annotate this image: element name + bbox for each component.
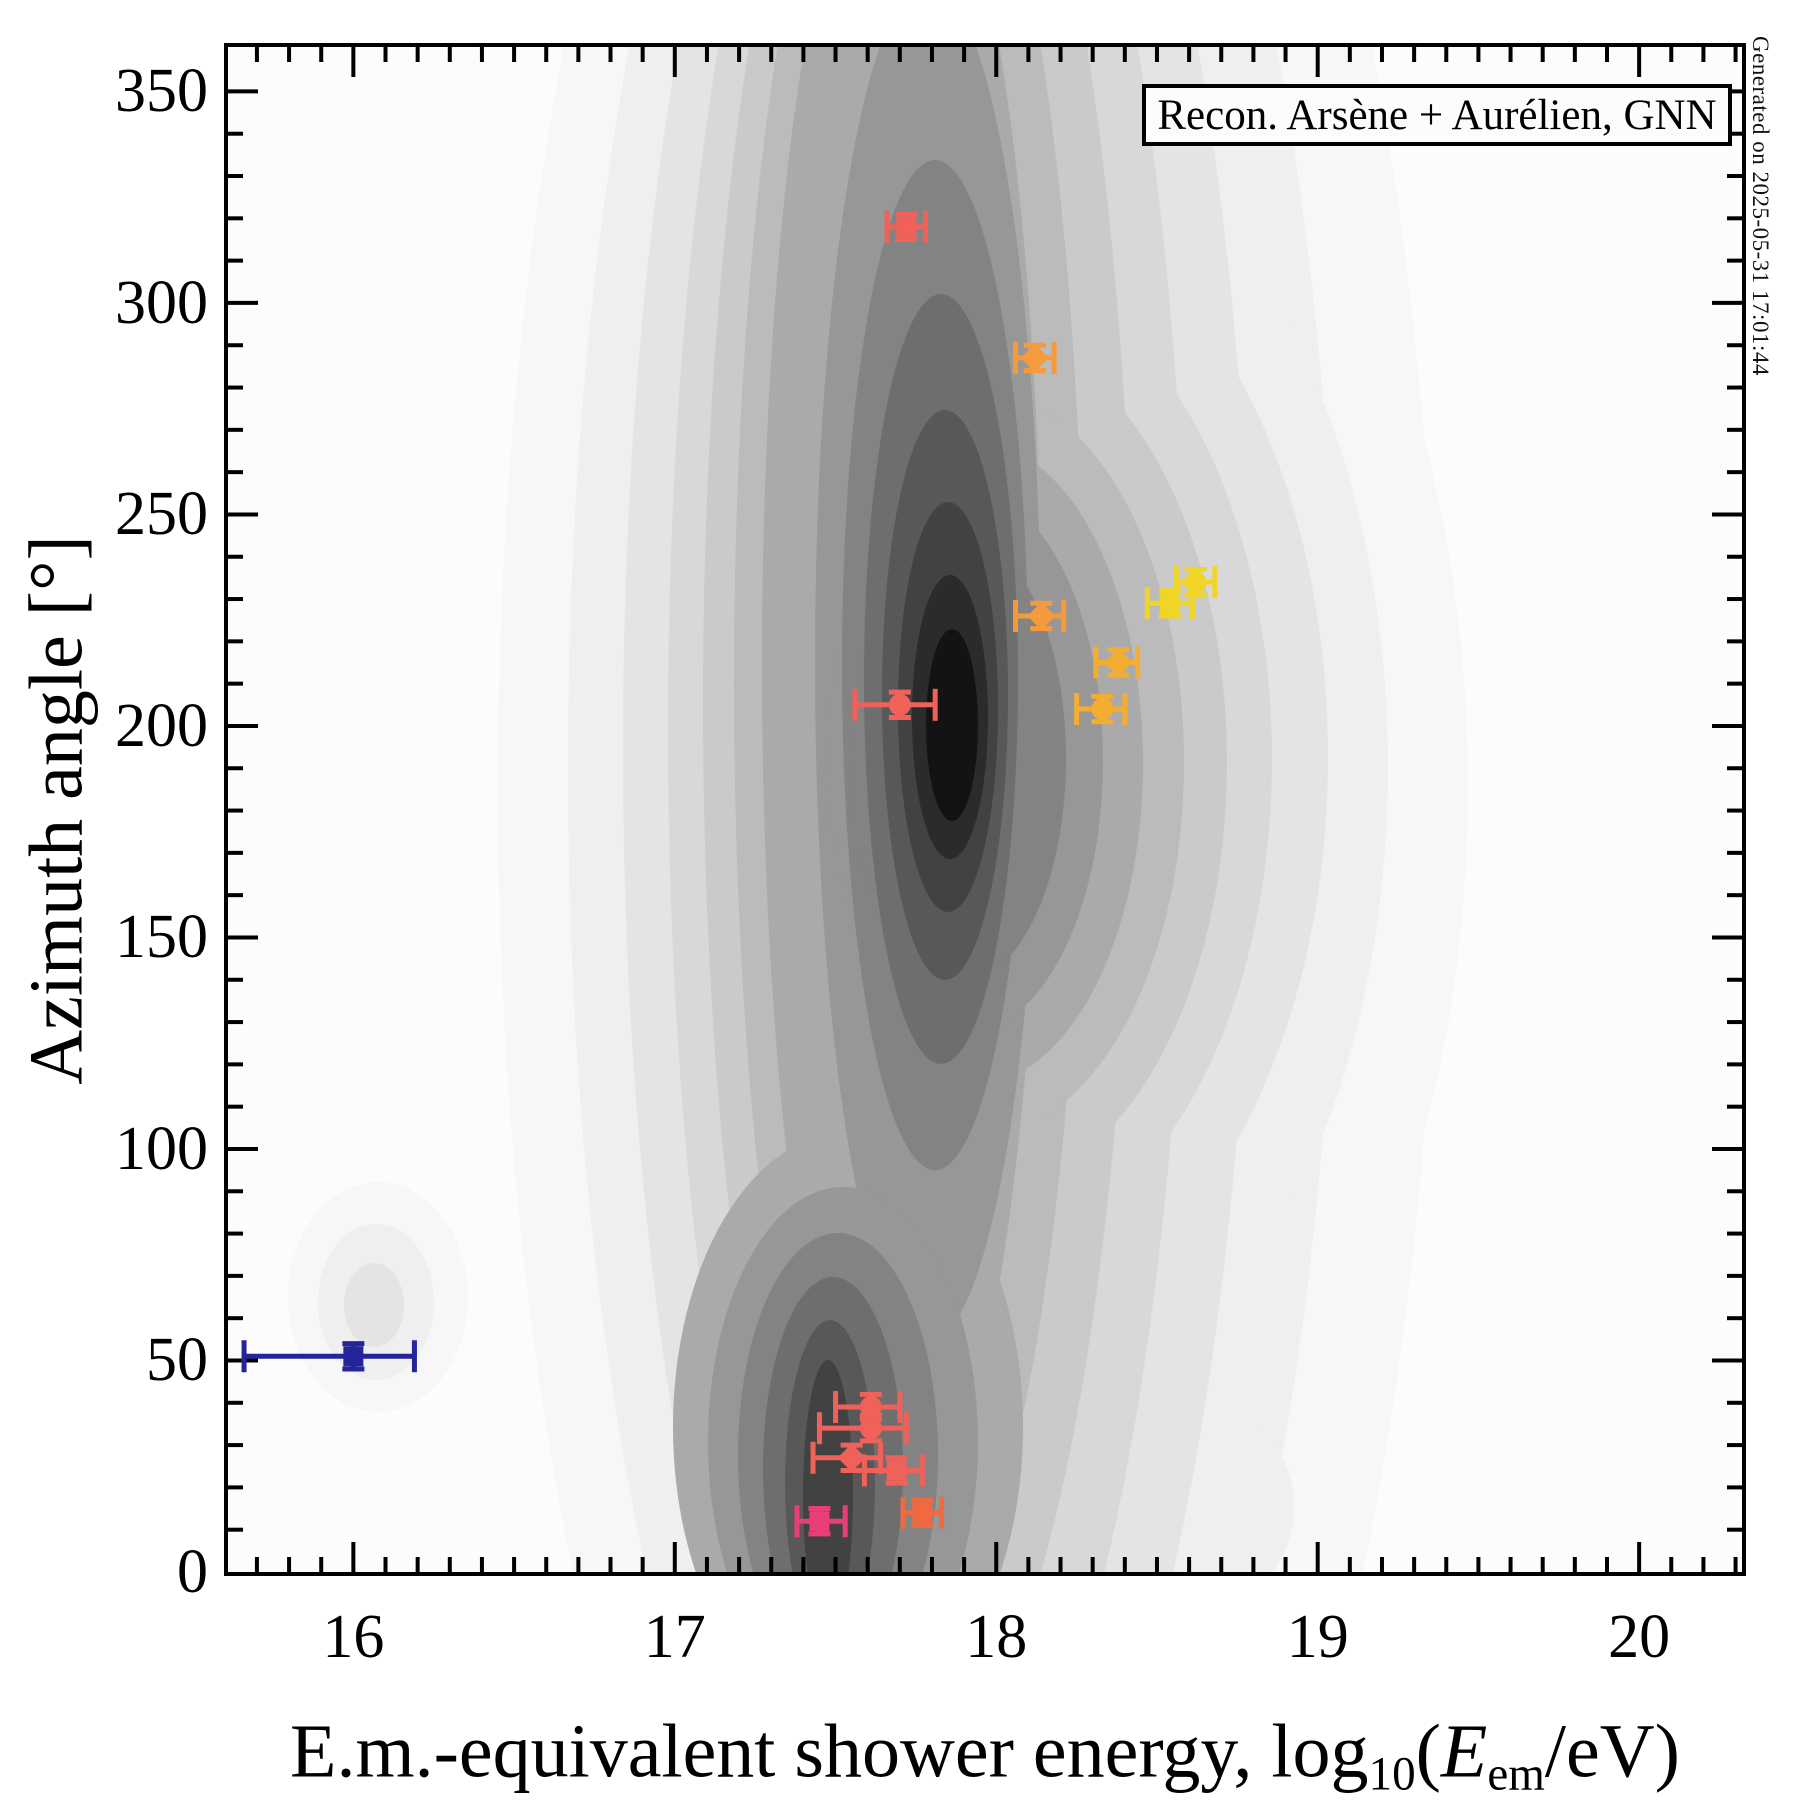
x-tick-label: 17 <box>643 1603 706 1671</box>
data-point <box>794 1505 848 1538</box>
marker-circle <box>859 1417 882 1440</box>
x-tick-label: 20 <box>1608 1603 1671 1671</box>
y-tick-label: 250 <box>115 480 208 549</box>
x-axis-title-close: /eV) <box>1544 1709 1680 1794</box>
marker-circle <box>1184 571 1207 594</box>
marker-diamond <box>837 1443 866 1472</box>
marker-square <box>896 216 917 237</box>
y-tick-label: 350 <box>115 57 208 126</box>
marker-circle <box>859 1396 882 1419</box>
x-axis-title-evar: E <box>1440 1709 1488 1794</box>
marker-circle <box>1091 698 1114 721</box>
data-point <box>1074 693 1128 726</box>
data-points <box>241 210 1218 1538</box>
marker-square <box>1159 593 1180 614</box>
x-tick-label: 16 <box>322 1603 385 1671</box>
x-axis-title-main: E.m.-equivalent shower energy, log <box>290 1709 1369 1794</box>
density-contours-and-points <box>228 47 1742 1572</box>
data-point <box>861 1454 925 1487</box>
y-tick-label: 0 <box>177 1538 208 1606</box>
x-axis-title-sub10: 10 <box>1368 1748 1416 1800</box>
marker-square <box>343 1346 364 1367</box>
x-axis-title-paren: ( <box>1415 1709 1441 1794</box>
data-point <box>852 688 938 721</box>
legend-box: Recon. Arsène + Aurélien, GNN <box>1142 84 1732 146</box>
contour-level <box>344 1263 404 1347</box>
marker-circle <box>888 693 911 716</box>
y-tick-label: 300 <box>115 268 208 337</box>
timestamp-watermark: Generated on 2025-05-31 17:01:44 <box>1748 36 1773 376</box>
x-axis-title-subem: em <box>1487 1748 1545 1800</box>
y-axis-title: Azimuth angle [°] <box>14 535 99 1085</box>
data-point <box>833 1391 903 1424</box>
x-tick-label: 18 <box>965 1603 1028 1671</box>
plot-area <box>224 43 1746 1576</box>
x-tick-label: 19 <box>1286 1603 1349 1671</box>
contour-level <box>1178 1425 1294 1572</box>
data-point <box>1173 566 1218 599</box>
kde-contour-layers <box>288 47 1468 1572</box>
marker-diamond <box>1104 648 1133 677</box>
contour-level <box>926 629 978 821</box>
marker-square <box>912 1502 933 1523</box>
data-point <box>884 210 929 243</box>
legend-label: Recon. Arsène + Aurélien, GNN <box>1157 91 1717 139</box>
y-tick-label: 200 <box>115 691 208 760</box>
x-axis-title: E.m.-equivalent shower energy, log10(Eem… <box>290 1709 1680 1799</box>
data-point <box>900 1496 945 1529</box>
data-point <box>1093 646 1141 679</box>
data-point <box>1013 599 1067 632</box>
y-tick-label: 100 <box>115 1114 208 1183</box>
axis-ticks <box>228 47 1742 1572</box>
marker-square <box>809 1511 830 1532</box>
marker-diamond <box>1027 601 1056 630</box>
marker-square <box>886 1460 907 1481</box>
y-tick-label: 50 <box>146 1326 208 1395</box>
data-point <box>816 1412 909 1445</box>
y-tick-label: 150 <box>115 903 208 972</box>
data-point <box>241 1340 417 1373</box>
